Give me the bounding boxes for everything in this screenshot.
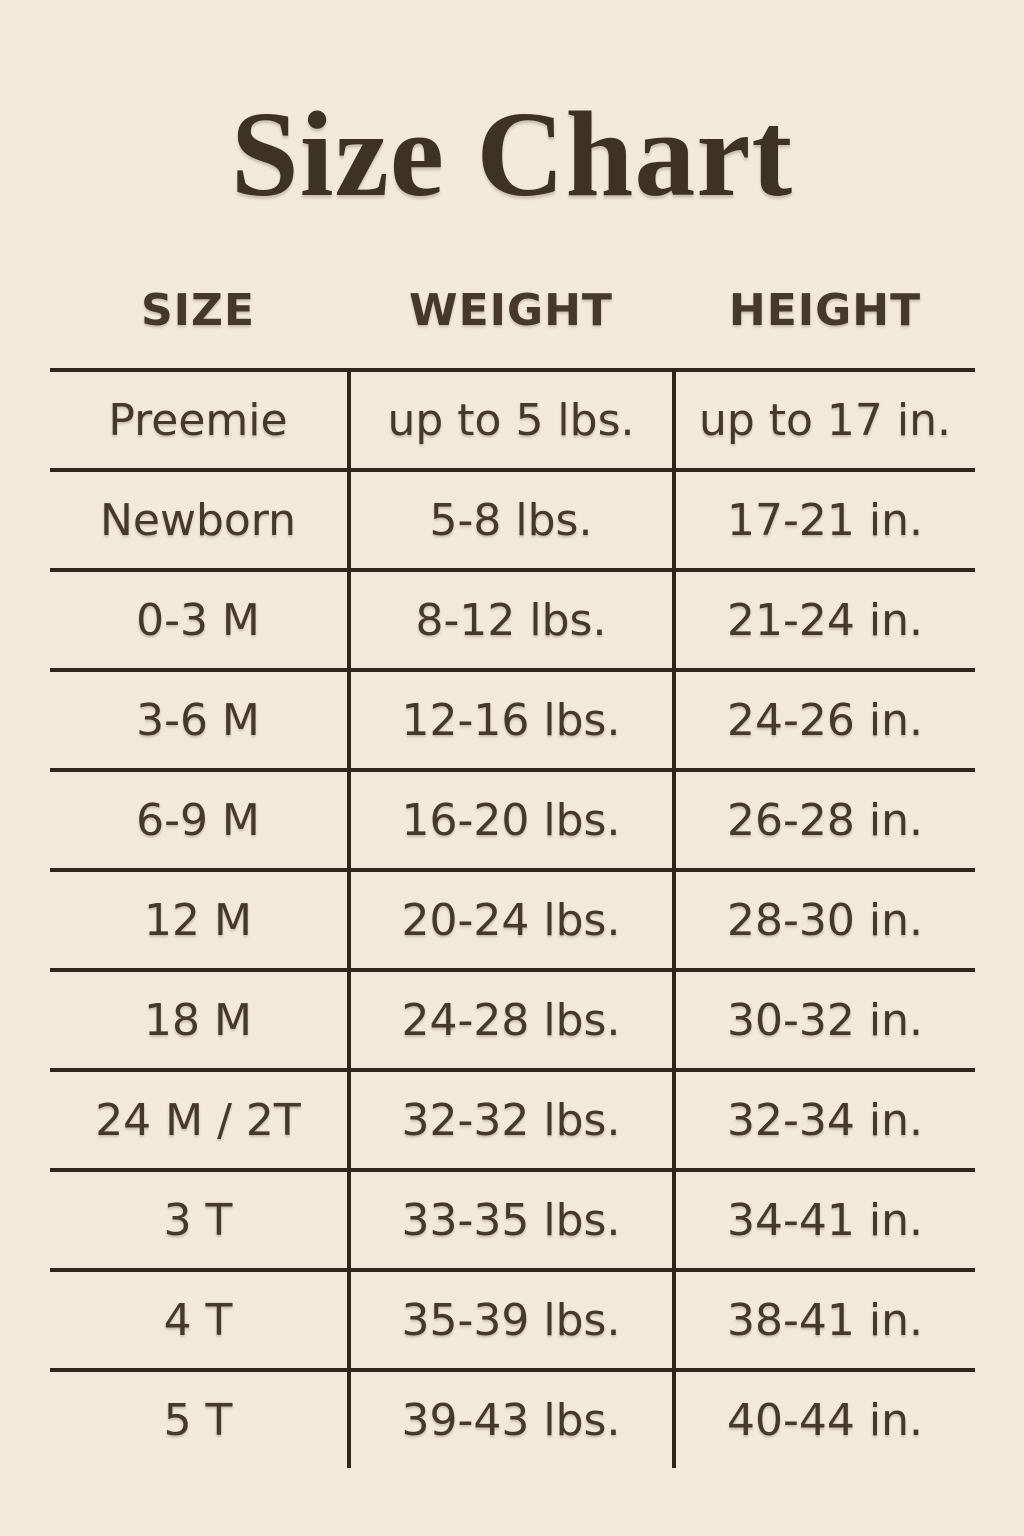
table-row: 6-9 M 16-20 lbs. 26-28 in. <box>49 768 975 868</box>
height-cell: 26-28 in. <box>727 794 923 846</box>
table-row: 3-6 M 12-16 lbs. 24-26 in. <box>49 668 975 768</box>
size-table-body: Preemie up to 5 lbs. up to 17 in. Newbor… <box>49 372 975 1468</box>
weight-cell: 20-24 lbs. <box>346 872 676 968</box>
height-cell: 40-44 in. <box>727 1394 923 1446</box>
size-cell: 12 M <box>144 894 252 946</box>
height-cell: 34-41 in. <box>727 1194 923 1246</box>
size-cell: 3 T <box>163 1194 233 1246</box>
table-row: 4 T 35-39 lbs. 38-41 in. <box>49 1268 975 1368</box>
weight-cell: 35-39 lbs. <box>346 1272 676 1368</box>
column-header-weight: WEIGHT <box>409 284 613 336</box>
weight-cell: 8-12 lbs. <box>346 572 676 668</box>
height-cell: up to 17 in. <box>698 394 952 446</box>
table-row: 0-3 M 8-12 lbs. 21-24 in. <box>49 568 975 668</box>
height-cell: 28-30 in. <box>727 894 923 946</box>
table-row: 3 T 33-35 lbs. 34-41 in. <box>49 1168 975 1268</box>
weight-cell: 33-35 lbs. <box>346 1172 676 1268</box>
size-table-header: SIZE WEIGHT HEIGHT <box>49 252 975 372</box>
size-cell: Preemie <box>108 394 288 446</box>
table-row: 24 M / 2T 32-32 lbs. 32-34 in. <box>49 1068 975 1168</box>
size-table: SIZE WEIGHT HEIGHT Preemie up to 5 lbs. … <box>49 252 975 1468</box>
table-row: 5 T 39-43 lbs. 40-44 in. <box>49 1368 975 1468</box>
weight-cell: 12-16 lbs. <box>346 672 676 768</box>
height-cell: 38-41 in. <box>727 1294 923 1346</box>
table-row: Preemie up to 5 lbs. up to 17 in. <box>50 372 975 468</box>
weight-cell: 39-43 lbs. <box>346 1372 676 1468</box>
height-cell: 30-32 in. <box>727 994 923 1046</box>
size-cell: 18 M <box>144 994 252 1046</box>
size-cell: 3-6 M <box>136 694 260 746</box>
table-row: 18 M 24-28 lbs. 30-32 in. <box>49 968 975 1068</box>
height-cell: 24-26 in. <box>727 694 923 746</box>
page-title: Size Chart <box>230 87 794 222</box>
height-cell: 17-21 in. <box>727 494 923 546</box>
column-header-size: SIZE <box>140 284 256 336</box>
column-header-height: HEIGHT <box>728 284 922 336</box>
height-cell: 21-24 in. <box>727 594 923 646</box>
size-cell: 0-3 M <box>136 594 260 646</box>
size-cell: 24 M / 2T <box>95 1094 301 1146</box>
size-cell: 6-9 M <box>136 794 260 846</box>
size-cell: Newborn <box>99 494 297 546</box>
weight-cell: up to 5 lbs. <box>346 372 676 468</box>
table-row: 12 M 20-24 lbs. 28-30 in. <box>49 868 975 968</box>
table-row: Newborn 5-8 lbs. 17-21 in. <box>49 468 975 568</box>
size-cell: 4 T <box>163 1294 233 1346</box>
title-area: Size Chart <box>0 0 1024 252</box>
weight-cell: 32-32 lbs. <box>346 1072 676 1168</box>
height-cell: 32-34 in. <box>727 1094 923 1146</box>
size-cell: 5 T <box>163 1394 233 1446</box>
weight-cell: 24-28 lbs. <box>346 972 676 1068</box>
weight-cell: 16-20 lbs. <box>346 772 676 868</box>
weight-cell: 5-8 lbs. <box>346 472 676 568</box>
